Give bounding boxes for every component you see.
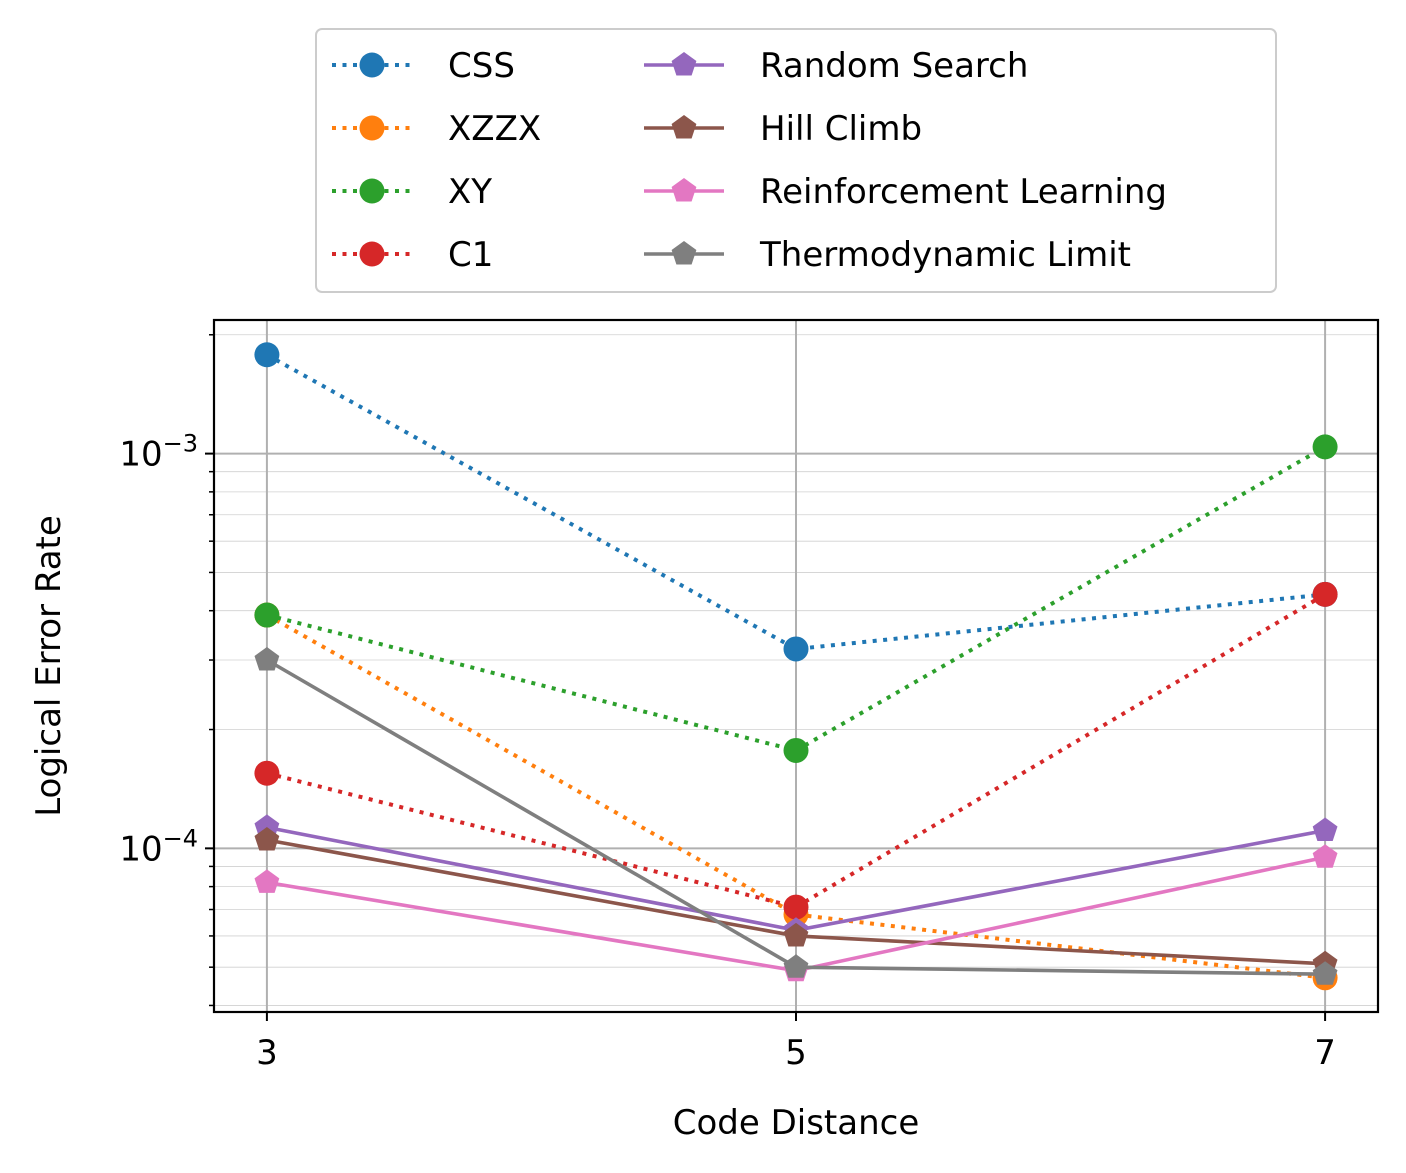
series-thermodynamic-limit — [254, 647, 1338, 985]
legend-marker — [671, 115, 697, 139]
css-line — [265, 353, 1326, 652]
thermodynamic-limit-point — [1312, 961, 1338, 985]
legend-label: XZZX — [448, 109, 541, 149]
x-tick-label: 3 — [256, 1033, 278, 1073]
y-axis-label: Logical Error Rate — [29, 515, 69, 817]
legend-label: Thermodynamic Limit — [759, 235, 1131, 275]
thermodynamic-limit-point — [254, 647, 280, 671]
legend-frame — [315, 28, 1277, 293]
legend-marker — [359, 178, 385, 204]
x-tick-label: 7 — [1314, 1033, 1336, 1073]
legend-item-random-search: Random Search — [644, 46, 1028, 86]
legend-item-xy: XY — [332, 172, 492, 212]
series-xy — [254, 434, 1338, 763]
legend-marker — [359, 52, 385, 78]
legend-label: CSS — [448, 46, 515, 86]
legend-item-xzzx: XZZX — [332, 109, 541, 149]
xy-point — [254, 602, 280, 628]
legend-item-hill-climb: Hill Climb — [644, 109, 922, 149]
legend-marker — [671, 52, 697, 76]
legend-item-css: CSS — [332, 46, 515, 86]
legend-item-thermodynamic-limit: Thermodynamic Limit — [644, 235, 1131, 275]
random-search-point — [1312, 817, 1338, 841]
css-point — [254, 342, 280, 368]
legend-marker — [671, 241, 697, 265]
y-tick-label: 10−4 — [119, 824, 198, 869]
xy-point — [1312, 434, 1338, 460]
x-axis-label: Code Distance — [673, 1103, 920, 1143]
legend-marker — [359, 241, 385, 267]
legend: CSS XZZX XY C1 Random Search Hill Climb Reinfo… — [315, 28, 1277, 293]
c1-point — [254, 760, 280, 786]
x-tick-label: 5 — [785, 1033, 807, 1073]
thermodynamic-limit-point — [783, 954, 809, 978]
legend-label: XY — [448, 172, 492, 212]
css-point — [783, 636, 809, 662]
c1-point — [783, 894, 809, 920]
legend-label: C1 — [448, 235, 493, 275]
legend-marker — [671, 178, 697, 202]
ticks: 10−3 10−4 3 5 7 — [119, 334, 1336, 1073]
legend-marker — [359, 115, 385, 141]
xy-point — [783, 737, 809, 763]
hill-climb-point — [783, 922, 809, 947]
hill-climb-point — [254, 827, 280, 851]
legend-item-reinforcement-learning: Reinforcement Learning — [644, 172, 1167, 212]
xzzx-line — [265, 613, 1326, 980]
legend-label: Hill Climb — [760, 109, 922, 149]
legend-label: Reinforcement Learning — [760, 172, 1167, 212]
series-layer — [254, 342, 1338, 991]
reinforcement-learning-point — [254, 869, 280, 893]
legend-label: Random Search — [760, 46, 1028, 86]
legend-item-c1: C1 — [332, 235, 493, 275]
y-tick-label: 10−3 — [119, 430, 198, 475]
c1-point — [1312, 581, 1338, 607]
c1-line — [266, 592, 1327, 910]
reinforcement-learning-point — [1312, 844, 1338, 868]
series-c1 — [254, 581, 1338, 920]
